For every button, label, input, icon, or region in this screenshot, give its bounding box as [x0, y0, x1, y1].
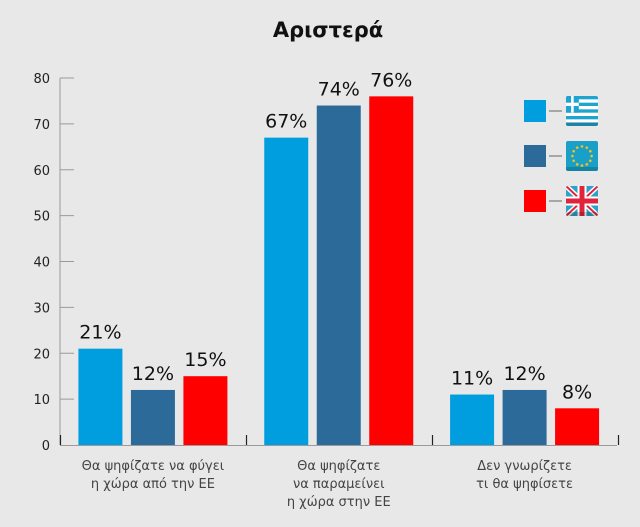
y-tick-label: 40 [33, 256, 50, 271]
category-label: να παραμείνει [293, 477, 385, 492]
data-label: 15% [184, 349, 226, 371]
data-label: 12% [503, 363, 545, 385]
bars [78, 96, 600, 446]
legend-swatch [524, 190, 546, 212]
bar-eu-flag-1 [316, 105, 361, 446]
category-label: Θα ψηφίζατε [297, 459, 380, 474]
bar-uk-flag-2 [555, 408, 600, 445]
greece-flag-icon [566, 96, 598, 126]
y-tick-label: 80 [33, 72, 50, 87]
bar-uk-flag-1 [369, 96, 414, 445]
eu-flag-icon [566, 141, 598, 171]
data-label: 76% [370, 69, 412, 91]
y-tick-label: 50 [33, 210, 50, 225]
data-label: 8% [562, 381, 592, 403]
bar-greece-flag-0 [78, 348, 123, 445]
bar-greece-flag-1 [264, 137, 309, 445]
legend-swatch [524, 145, 546, 167]
legend-swatch [524, 100, 546, 122]
legend-item-uk-flag [524, 186, 598, 216]
legend-item-eu-flag [524, 141, 598, 171]
data-label: 21% [79, 322, 121, 344]
data-label: 12% [132, 363, 174, 385]
data-label: 74% [318, 79, 360, 101]
y-tick-label: 60 [33, 164, 50, 179]
bar-eu-flag-0 [130, 389, 175, 445]
data-label: 11% [451, 368, 493, 390]
category-label: η χώρα στην ΕΕ [287, 495, 391, 510]
bar-uk-flag-0 [183, 376, 228, 445]
y-tick-label: 70 [33, 118, 50, 133]
uk-flag-icon [566, 186, 598, 216]
legend-item-greece-flag [524, 96, 598, 126]
bar-eu-flag-2 [502, 389, 547, 445]
y-tick-label: 10 [33, 393, 50, 408]
bar-greece-flag-2 [450, 394, 495, 445]
category-label: η χώρα από την ΕΕ [91, 477, 215, 492]
legend [524, 96, 598, 216]
y-tick-label: 20 [33, 347, 50, 362]
y-tick-label: 0 [42, 439, 50, 454]
y-tick-label: 30 [33, 301, 50, 316]
category-label: Θα ψηφίζατε να φύγει [82, 459, 225, 474]
data-label: 67% [265, 111, 307, 133]
axes: 0 10 20 30 40 50 60 70 80 [33, 72, 620, 454]
category-label: Δεν γνωρίζετε [477, 459, 572, 474]
category-labels: Θα ψηφίζατε να φύγει η χώρα από την ΕΕ Θα … [82, 459, 573, 510]
category-label: τι θα ψηφίσετε [476, 477, 573, 492]
data-labels: 21% 12% 15% 67% 74% 76% 11% 12% 8% [79, 69, 592, 403]
chart-title: Αριστερά [273, 18, 383, 42]
